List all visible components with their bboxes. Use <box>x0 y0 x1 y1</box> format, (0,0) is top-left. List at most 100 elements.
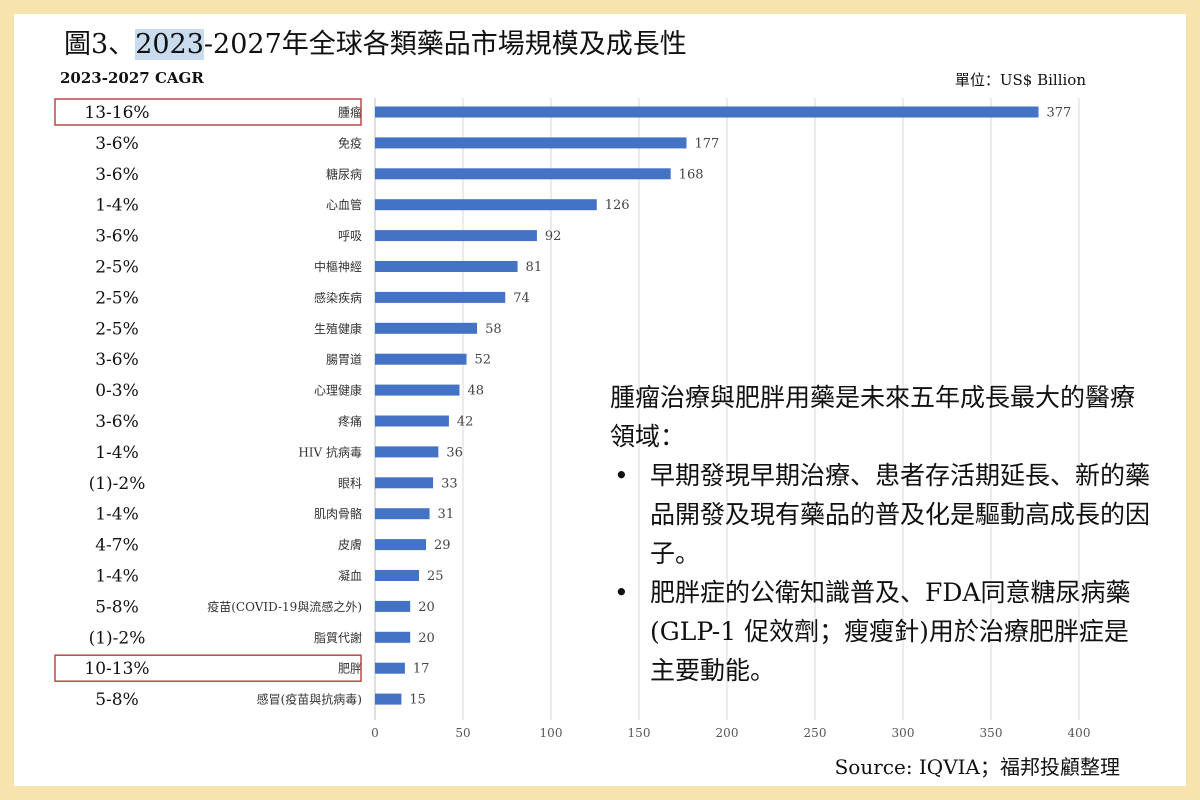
x-tick-label: 100 <box>540 726 563 740</box>
category-label: 腸胃道 <box>326 353 362 367</box>
cagr-label: 2-5% <box>95 319 139 339</box>
data-label: 177 <box>695 136 720 151</box>
data-label: 52 <box>475 353 492 368</box>
data-label: 168 <box>679 167 704 182</box>
commentary-bullet: • 肥胖症的公衛知識普及、FDA同意糖尿病藥(GLP-1 促效劑；瘦瘦針)用於治療… <box>610 573 1150 690</box>
data-label: 92 <box>545 229 562 244</box>
bar <box>375 322 478 334</box>
category-label: 疫苗(COVID-19與流感之外) <box>207 599 362 614</box>
bar <box>375 600 411 612</box>
bar-chart: 0 50 100 150 200 250 300 350 400 377 腫瘤 13-16% 177 免疫… <box>54 98 1091 740</box>
category-label: 心血管 <box>326 197 362 212</box>
cagr-label: 2-5% <box>95 258 139 278</box>
title-suffix: -2027年全球各類藥品市場規模及成長性 <box>203 29 687 60</box>
commentary-heading: 腫瘤治療與肥胖用藥是未來五年成長最大的醫療領域： <box>610 383 1136 451</box>
cagr-label: 1-4% <box>95 196 139 216</box>
bar <box>375 570 419 581</box>
category-label: 中樞神經 <box>314 259 362 274</box>
x-tick-label: 350 <box>980 726 1003 740</box>
category-label: 凝血 <box>338 568 362 583</box>
bar <box>375 261 518 272</box>
data-label: 81 <box>526 260 543 275</box>
data-label: 36 <box>446 445 463 460</box>
cagr-label: 3-6% <box>95 165 139 185</box>
category-label: 生殖健康 <box>314 321 362 336</box>
cagr-label: 5-8% <box>95 690 139 710</box>
bar <box>375 353 467 365</box>
cagr-label: 2-5% <box>95 288 139 308</box>
cagr-label: 5-8% <box>95 597 139 617</box>
bar <box>375 662 405 674</box>
highlight-box <box>54 98 362 126</box>
category-label: 免疫 <box>338 135 362 150</box>
x-tick-label: 200 <box>716 726 739 740</box>
data-label: 126 <box>605 198 630 213</box>
data-label: 48 <box>467 384 484 399</box>
unit-label: 單位：US$ Billion <box>954 71 1086 89</box>
bar <box>375 446 439 458</box>
source-note: Source: IQVIA；福邦投顧整理 <box>834 755 1120 779</box>
bar <box>375 291 506 303</box>
category-label: 糖尿病 <box>326 166 362 181</box>
category-label: 心理健康 <box>314 383 362 398</box>
data-label: 29 <box>434 538 451 553</box>
x-tick-label: 400 <box>1068 726 1091 740</box>
figure-frame: 圖3、2023-2027年全球各類藥品市場規模及成長性 2023-2027 CA… <box>14 14 1186 786</box>
cagr-label: 13-16% <box>84 103 149 123</box>
page-title: 圖3、2023-2027年全球各類藥品市場規模及成長性 <box>64 22 687 61</box>
x-tick-label: 250 <box>804 726 827 740</box>
cagr-label: 1-4% <box>95 567 139 587</box>
commentary-box: 腫瘤治療與肥胖用藥是未來五年成長最大的醫療領域： • 早期發現早期治療、患者存活期… <box>610 378 1150 690</box>
data-label: 33 <box>441 476 458 491</box>
commentary-bullet: • 早期發現早期治療、患者存活期延長、新的藥品開發及現有藥品的普及化是驅動高成長的… <box>610 456 1150 573</box>
commentary-text: 早期發現早期治療、患者存活期延長、新的藥品開發及現有藥品的普及化是驅動高成長的因… <box>650 461 1151 568</box>
cagr-label: 3-6% <box>95 412 139 432</box>
x-tick-label: 150 <box>628 726 651 740</box>
bar <box>375 106 1039 118</box>
x-tick-label: 50 <box>455 726 470 740</box>
bar <box>375 415 449 427</box>
cagr-label: 10-13% <box>84 659 149 679</box>
cagr-label: 3-6% <box>95 134 139 154</box>
title-highlight: 2023 <box>135 29 204 60</box>
x-tick-label: 300 <box>892 726 915 740</box>
data-label: 31 <box>438 507 455 522</box>
bar <box>375 230 537 242</box>
cagr-label: (1)-2% <box>89 474 146 494</box>
commentary-list: • 早期發現早期治療、患者存活期延長、新的藥品開發及現有藥品的普及化是驅動高成長的… <box>610 456 1150 690</box>
cagr-label: 4-7% <box>95 536 139 556</box>
cagr-label: 1-4% <box>95 505 139 525</box>
data-label: 15 <box>409 693 426 708</box>
bar <box>375 168 671 180</box>
category-label: 疼痛 <box>338 414 362 429</box>
bar <box>375 693 402 705</box>
data-label: 58 <box>485 322 502 337</box>
cagr-label: 3-6% <box>95 350 139 370</box>
bar <box>375 631 411 643</box>
cagr-label: 1-4% <box>95 443 139 463</box>
category-label: 眼科 <box>338 476 362 490</box>
category-label: 脂質代謝 <box>314 630 362 645</box>
bullet-marker: • <box>614 461 629 490</box>
data-label: 17 <box>413 662 430 677</box>
bar <box>375 199 597 211</box>
category-label: 呼吸 <box>338 229 362 243</box>
bar <box>375 508 430 520</box>
category-label: 感染疾病 <box>314 290 362 305</box>
category-label: HIV 抗病毒 <box>298 444 362 459</box>
x-tick-label: 0 <box>371 726 379 740</box>
bar <box>375 477 434 489</box>
highlight-box <box>54 654 362 682</box>
cagr-column-header: 2023-2027 CAGR <box>60 69 204 87</box>
data-label: 42 <box>457 415 474 430</box>
data-label: 74 <box>513 291 530 306</box>
category-label: 肌肉骨骼 <box>314 506 362 521</box>
bar <box>375 539 427 551</box>
cagr-label: 0-3% <box>95 381 139 401</box>
cagr-label: 3-6% <box>95 227 139 247</box>
data-label: 20 <box>418 631 435 646</box>
category-label: 肥胖 <box>338 662 362 676</box>
bar <box>375 384 460 396</box>
category-label: 感冒(疫苗與抗病毒) <box>257 692 362 707</box>
bullet-marker: • <box>614 578 629 607</box>
